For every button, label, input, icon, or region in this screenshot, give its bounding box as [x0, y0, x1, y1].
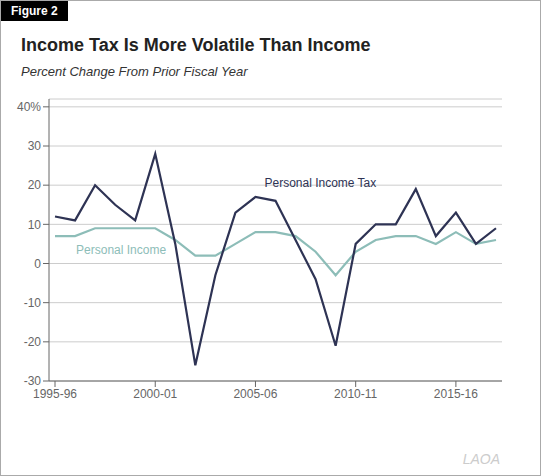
html-text:Percent Change From Prior Fisc: Percent Change From Prior Fiscal Year	[21, 64, 248, 79]
svg-text:-30: -30	[24, 374, 42, 388]
svg-text:2000-01: 2000-01	[133, 387, 177, 401]
html-text:Figure 2: Figure 2	[11, 4, 58, 18]
svg-text:-10: -10	[24, 296, 42, 310]
svg-text:20: 20	[28, 178, 42, 192]
svg-text:10: 10	[28, 218, 42, 232]
svg-text:-20: -20	[24, 335, 42, 349]
svg-text:Personal Income: Personal Income	[76, 243, 166, 257]
svg-text:30: 30	[28, 139, 42, 153]
svg-text:0: 0	[34, 257, 41, 271]
html-text:LAOA: LAOA	[462, 451, 500, 467]
svg-text:40%: 40%	[17, 100, 41, 114]
svg-text:2005-06: 2005-06	[233, 387, 277, 401]
svg-text:2010-11: 2010-11	[334, 387, 377, 401]
html-text:Income Tax Is More Volatile Th: Income Tax Is More Volatile Than Income	[21, 35, 371, 55]
svg-text:1995-96: 1995-96	[33, 387, 77, 401]
svg-text:Personal Income Tax: Personal Income Tax	[264, 176, 376, 190]
svg-text:2015-16: 2015-16	[434, 387, 478, 401]
